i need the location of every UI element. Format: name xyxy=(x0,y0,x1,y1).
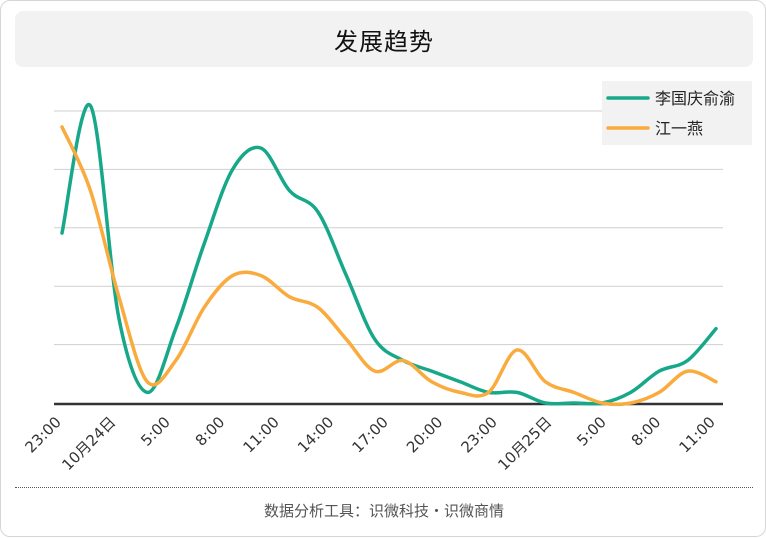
x-tick-label: 8:00 xyxy=(628,413,665,450)
chart-title: 发展趋势 xyxy=(334,27,434,56)
footer-divider xyxy=(15,487,753,488)
legend-label: 江一燕 xyxy=(655,119,703,138)
x-tick-label: 20:00 xyxy=(403,413,446,456)
x-tick-label: 8:00 xyxy=(192,413,229,450)
x-tick-label: 11:00 xyxy=(676,413,719,456)
footer-source: 数据分析工具：识微科技・识微商情 xyxy=(263,502,504,520)
series-line-1 xyxy=(60,102,718,406)
legend-box xyxy=(602,81,752,145)
x-tick-label: 23:00 xyxy=(458,413,501,456)
x-tick-label: 5:00 xyxy=(573,413,610,450)
x-tick-label: 11:00 xyxy=(240,413,283,456)
title-bar: 发展趋势 xyxy=(15,11,753,67)
x-tick-label: 23:00 xyxy=(22,413,65,456)
series-line-2 xyxy=(60,125,718,407)
legend-label: 李国庆俞渝 xyxy=(655,89,735,108)
x-tick-label: 14:00 xyxy=(294,413,337,456)
x-tick-label: 10月24日 xyxy=(58,413,119,474)
x-tick-label: 10月25日 xyxy=(494,413,555,474)
gridlines xyxy=(54,110,723,346)
x-tick-label: 17:00 xyxy=(349,413,392,456)
x-tick-label: 5:00 xyxy=(137,413,174,450)
